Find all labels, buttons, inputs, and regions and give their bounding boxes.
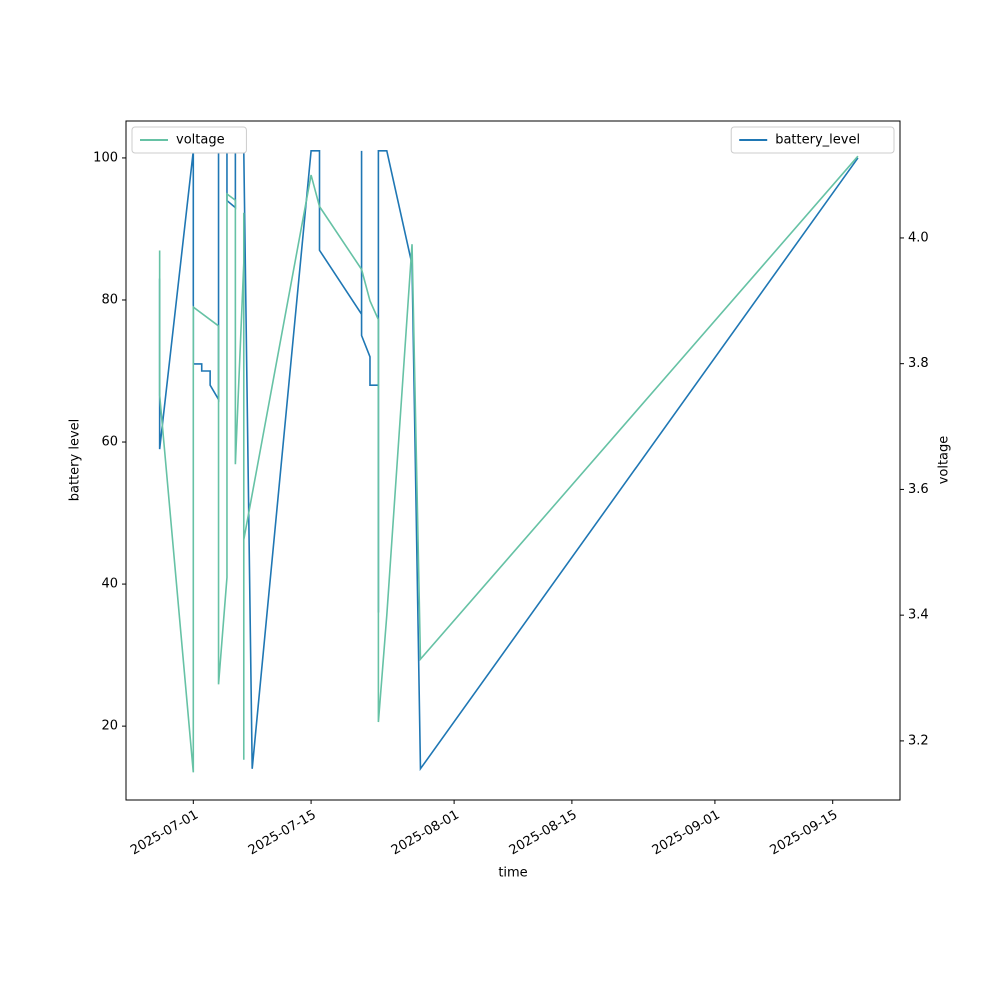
y2-tick-label: 3.4 bbox=[908, 608, 929, 623]
y-tick-label: 100 bbox=[93, 150, 118, 165]
x-tick-label: 2025-08-15 bbox=[507, 808, 580, 859]
legend-label: battery_level bbox=[775, 133, 860, 148]
y-axis-label: battery level bbox=[68, 419, 83, 502]
y2-tick-label: 3.8 bbox=[908, 356, 929, 371]
y-tick-label: 80 bbox=[101, 292, 118, 307]
y2-axis-label: voltage bbox=[937, 436, 952, 485]
plot-frame bbox=[125, 120, 901, 801]
legend-label: voltage bbox=[176, 133, 225, 148]
x-tick-label: 2025-07-15 bbox=[246, 808, 319, 859]
y-tick-label: 40 bbox=[101, 577, 118, 592]
series-line bbox=[158, 150, 859, 772]
x-tick-label: 2025-07-01 bbox=[128, 808, 201, 859]
x-tick-label: 2025-09-15 bbox=[768, 808, 841, 859]
legend-box bbox=[131, 126, 247, 154]
legend-box bbox=[730, 126, 895, 154]
legend: battery_level bbox=[730, 126, 895, 154]
y2-tick-label: 4.0 bbox=[908, 230, 929, 245]
y-tick-label: 60 bbox=[101, 435, 118, 450]
x-tick-label: 2025-09-01 bbox=[650, 808, 723, 859]
y2-tick-label: 3.6 bbox=[908, 482, 929, 497]
x-tick-label: 2025-08-01 bbox=[389, 808, 462, 859]
legend: voltage bbox=[131, 126, 247, 154]
y-tick-label: 20 bbox=[101, 719, 118, 734]
series-line bbox=[158, 155, 859, 773]
y2-tick-label: 3.2 bbox=[908, 733, 929, 748]
x-axis-label: time bbox=[498, 866, 527, 881]
